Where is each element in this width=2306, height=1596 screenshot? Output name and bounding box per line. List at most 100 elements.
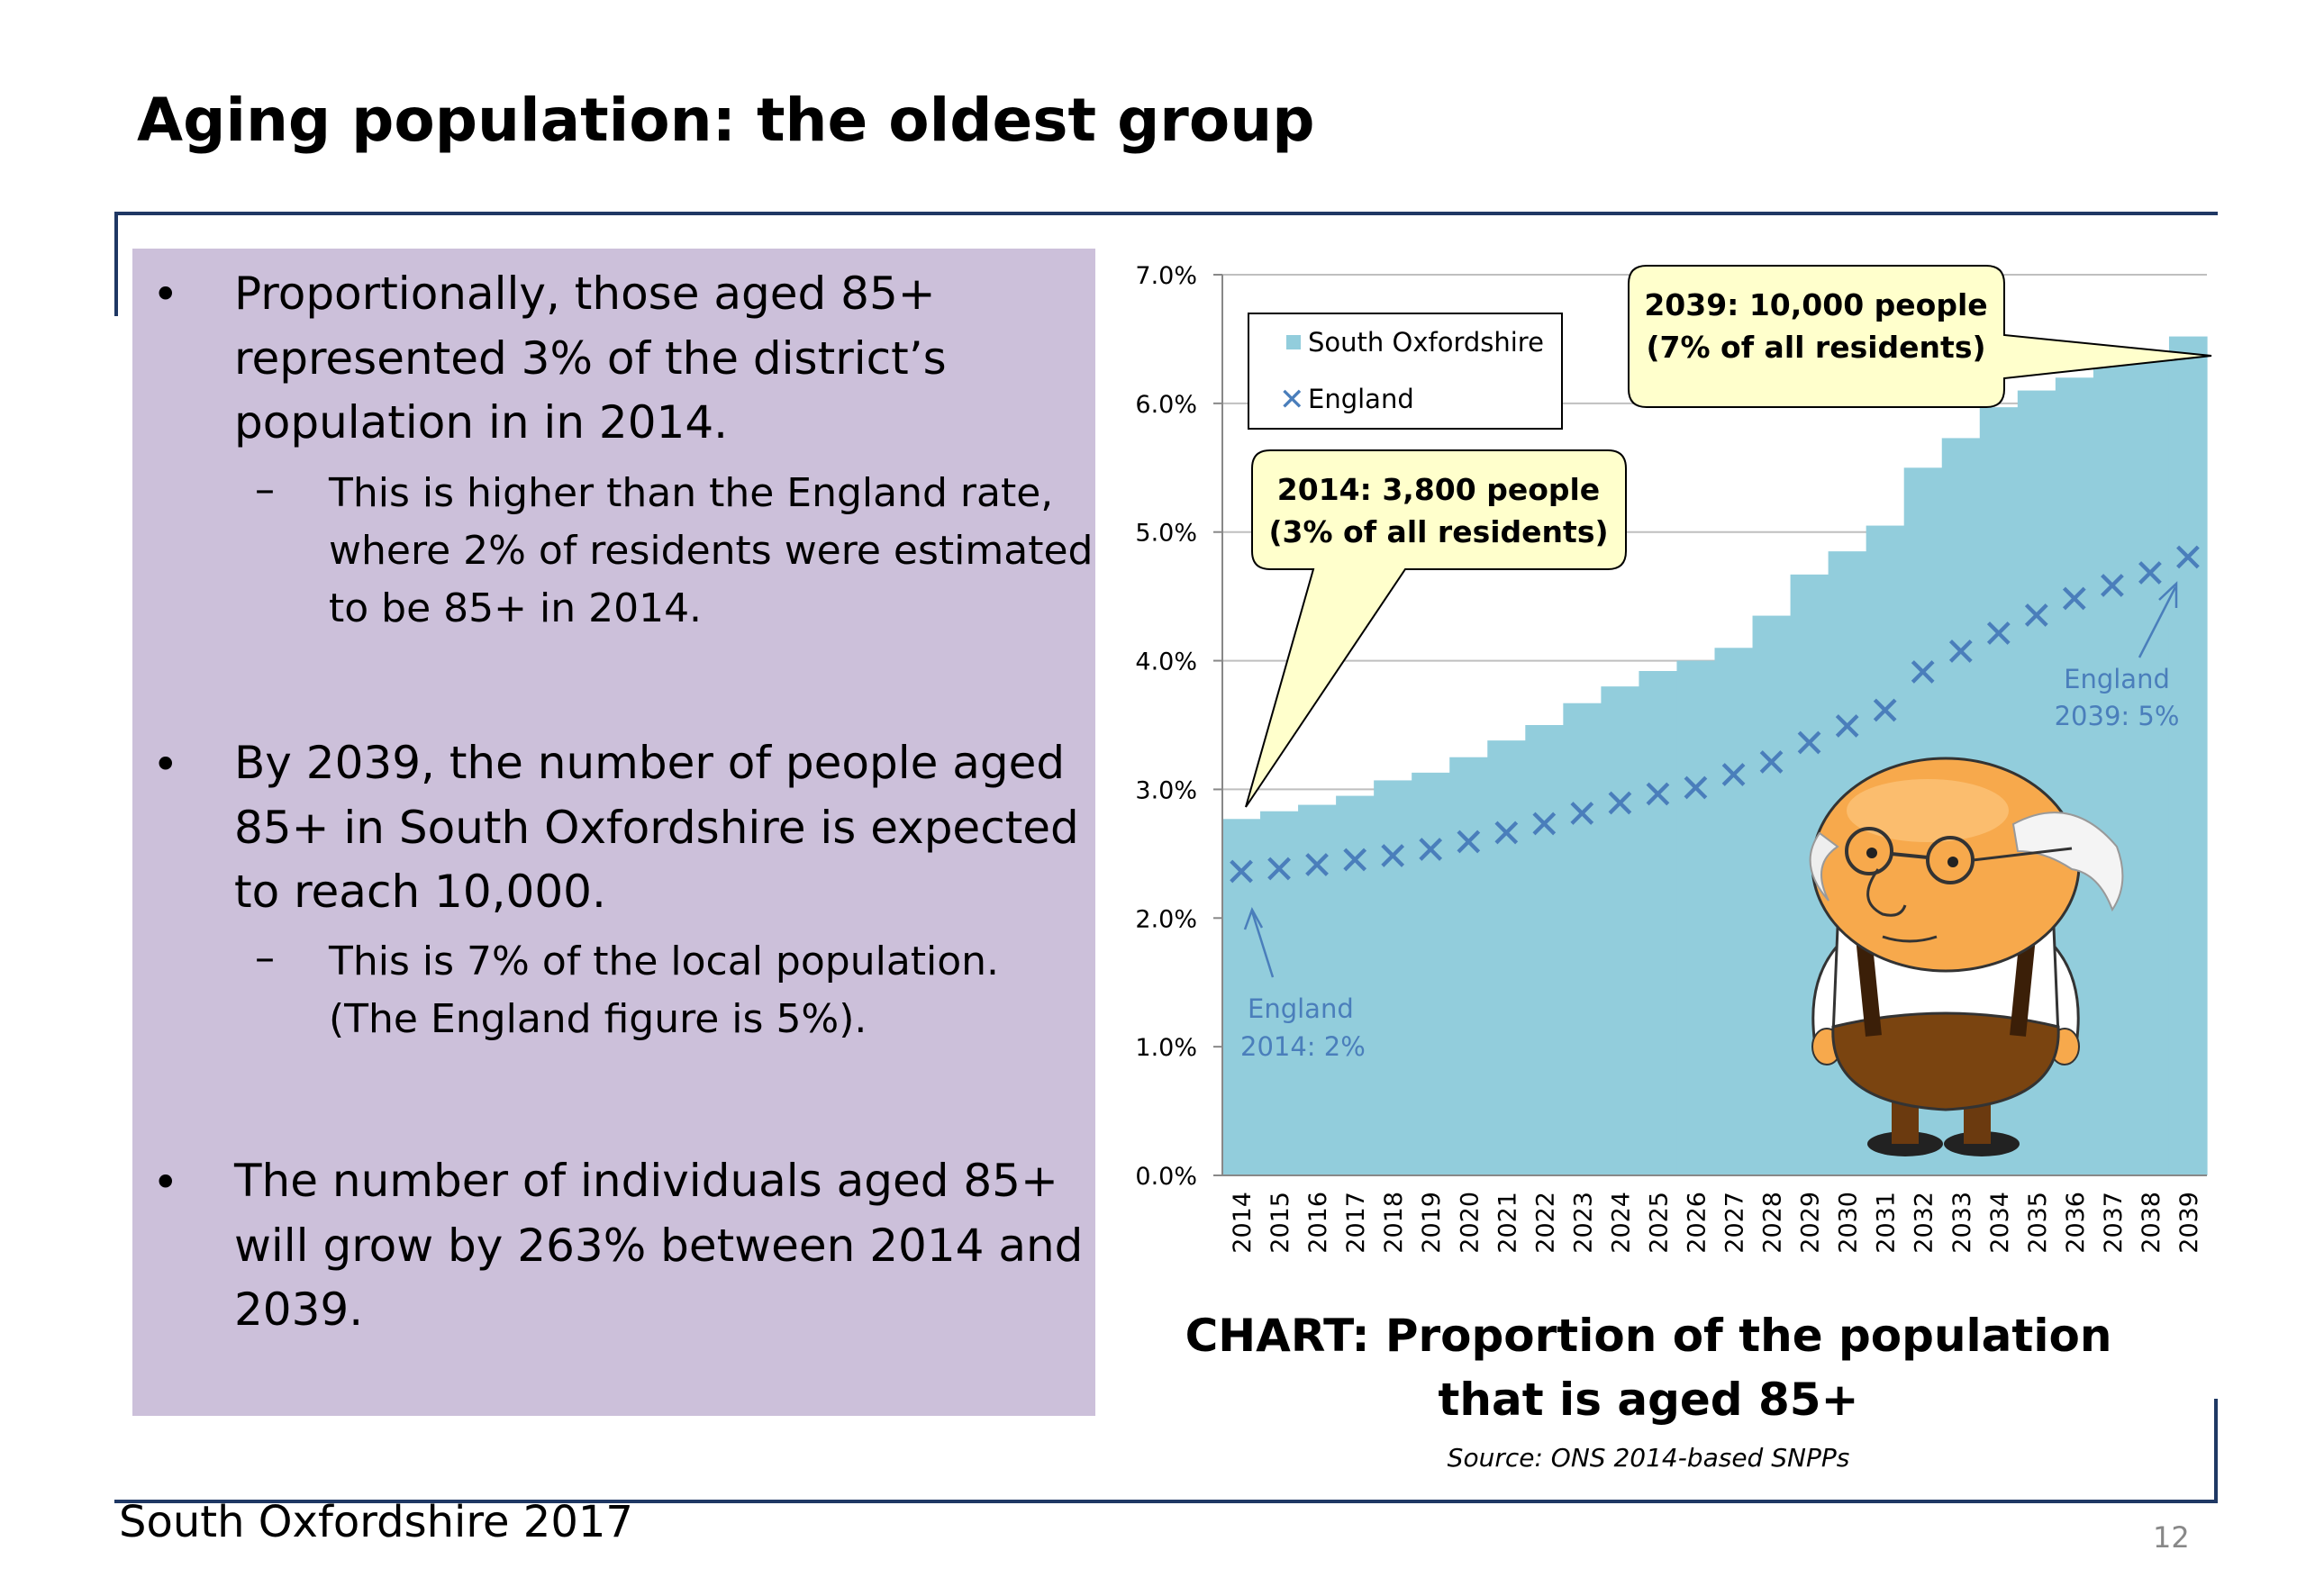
x-tick-label: 2024	[1607, 1192, 1635, 1254]
sub-bullet-text: This is 7% of the local population. (The…	[329, 939, 1000, 1042]
area-step	[2130, 351, 2170, 1175]
area-step	[1336, 795, 1375, 1175]
england-marker: ✕	[1566, 792, 1599, 838]
page-number: 12	[2153, 1520, 2190, 1555]
x-tick-label: 2035	[2024, 1192, 2052, 1254]
area-step	[1374, 780, 1412, 1175]
england-marker: ✕	[1603, 782, 1637, 828]
england-marker: ✕	[1490, 811, 1523, 857]
area-step	[1714, 648, 1754, 1175]
x-tick-label: 2023	[1569, 1192, 1597, 1254]
area-step	[1639, 671, 1678, 1175]
x-tick-label: 2027	[1721, 1192, 1749, 1254]
england-marker: ✕	[1944, 630, 1977, 676]
area-step	[1563, 703, 1602, 1175]
england-marker: ✕	[2020, 594, 2053, 639]
callout-2014: 2014: 3,800 people (3% of all residents)	[1245, 449, 1627, 808]
legend-swatch-south-oxfordshire	[1286, 335, 1301, 349]
x-tick-label: 2018	[1380, 1192, 1408, 1254]
x-tick-label: 2014	[1229, 1192, 1257, 1254]
legend: South Oxfordshire ✕ England	[1248, 313, 1563, 430]
x-tick-label: 2028	[1759, 1192, 1787, 1254]
area-step	[2168, 336, 2208, 1176]
slide-title: Aging population: the oldest group	[137, 86, 1315, 155]
annotation-england-2014-line2: 2014: 2%	[1240, 1031, 1366, 1062]
bullets-panel: • Proportionally, those aged 85+ represe…	[132, 249, 1095, 1416]
old-man-illustration	[1809, 757, 2124, 1156]
y-tick-label: 2.0%	[1135, 905, 1197, 933]
bullet-marker: •	[152, 268, 179, 321]
annotation-england-2039-line2: 2039: 5%	[2055, 701, 2180, 731]
x-tick-label: 2039	[2175, 1192, 2203, 1254]
legend-label-south-oxfordshire: South Oxfordshire	[1308, 327, 1544, 358]
x-tick-label: 2032	[1911, 1192, 1938, 1254]
england-marker: ✕	[2172, 536, 2205, 582]
bullet-marker: •	[152, 1156, 179, 1209]
england-markers: ✕ ✕ ✕ ✕ ✕ ✕ ✕ ✕ ✕ ✕ ✕ ✕ ✕ ✕ ✕ ✕ ✕ ✕✕ ✕ ✕ ✕ ✕ ✕ ✕ ✕	[1225, 536, 2205, 896]
england-marker: ✕	[1868, 689, 1902, 735]
area-step	[1298, 804, 1337, 1175]
area-step	[1222, 819, 1261, 1175]
x-tick-label: 2033	[1948, 1192, 1976, 1254]
x-tick-label: 2036	[2062, 1192, 2090, 1254]
england-marker: ✕	[1339, 838, 1372, 884]
area-step	[1449, 757, 1488, 1175]
x-tick-label: 2022	[1531, 1192, 1559, 1254]
england-marker: ✕	[1717, 753, 1750, 799]
sub-bullet-marker: –	[255, 935, 275, 981]
england-marker: ✕	[1982, 612, 2015, 657]
england-marker: ✕	[1641, 773, 1675, 819]
england-marker: ✕	[1679, 766, 1712, 812]
y-tick-label: 5.0%	[1135, 520, 1197, 548]
x-tick-label: 2015	[1266, 1192, 1294, 1254]
legend-label-england: England	[1308, 384, 1414, 414]
england-marker: ✕	[1830, 704, 1864, 750]
x-tick-label: 2030	[1835, 1192, 1863, 1254]
y-tick-label: 1.0%	[1135, 1034, 1197, 1062]
england-marker: ✕	[2057, 576, 2091, 622]
chart-source: Source: ONS 2014-based SNPPs	[1448, 1443, 1850, 1473]
chart-caption-line2: that is aged 85+	[1439, 1374, 1859, 1426]
footer-text: South Oxfordshire 2017	[119, 1497, 633, 1547]
legend-marker-england: ✕	[1279, 382, 1305, 418]
area-step	[2093, 365, 2132, 1175]
callout-2039: 2039: 10,000 people (7% of all residents…	[1628, 265, 2212, 408]
axes: 0.0% 1.0% 2.0% 3.0% 4.0% 5.0% 6.0% 7.0% 2014 2015…	[1135, 262, 2207, 1254]
x-tick-label: 2016	[1304, 1192, 1332, 1254]
x-tick-label: 2021	[1493, 1192, 1521, 1254]
england-marker: ✕	[1225, 849, 1258, 895]
sub-bullet-text: This is higher than the England rate, wh…	[329, 470, 1094, 631]
bullet-text: By 2039, the number of people aged 85+ i…	[234, 737, 1079, 918]
annotation-england-2014-line1: England	[1248, 993, 1354, 1024]
england-marker: ✕	[1528, 802, 1561, 848]
x-tick-label: 2017	[1342, 1192, 1370, 1254]
x-tick-label: 2034	[1986, 1192, 2014, 1254]
england-marker: ✕	[1414, 828, 1448, 874]
area-step	[1525, 725, 1564, 1175]
y-tick-label: 3.0%	[1135, 776, 1197, 804]
header-rule	[114, 212, 2218, 215]
footer-rule-right-tick	[2214, 1399, 2218, 1503]
x-tick-label: 2019	[1418, 1192, 1446, 1254]
area-step	[1412, 772, 1450, 1175]
england-marker: ✕	[2095, 564, 2129, 610]
england-marker: ✕	[1263, 847, 1296, 893]
x-tick-label: 2038	[2138, 1192, 2165, 1254]
x-tick-label: 2031	[1873, 1192, 1901, 1254]
callout-2039-line1: 2039: 10,000 people	[1644, 287, 1987, 322]
england-marker: ✕	[1793, 721, 1826, 766]
annotation-england-2039: England 2039: 5%	[2055, 581, 2180, 731]
area-step	[1260, 811, 1299, 1175]
sub-bullet-marker: –	[255, 467, 275, 512]
area-step	[1752, 615, 1792, 1175]
england-marker: ✕	[1452, 820, 1485, 866]
callout-2039-line2: (7% of all residents)	[1646, 330, 1985, 365]
x-tick-label: 2037	[2100, 1192, 2128, 1254]
callout-2014-line2: (3% of all residents)	[1268, 514, 1608, 549]
x-tick-label: 2020	[1456, 1192, 1484, 1254]
bullet-text: The number of individuals aged 85+ will …	[234, 1155, 1084, 1336]
callout-2014-line1: 2014: 3,800 people	[1277, 472, 1600, 507]
y-tick-label: 6.0%	[1135, 391, 1197, 419]
england-marker: ✕	[1755, 740, 1788, 786]
